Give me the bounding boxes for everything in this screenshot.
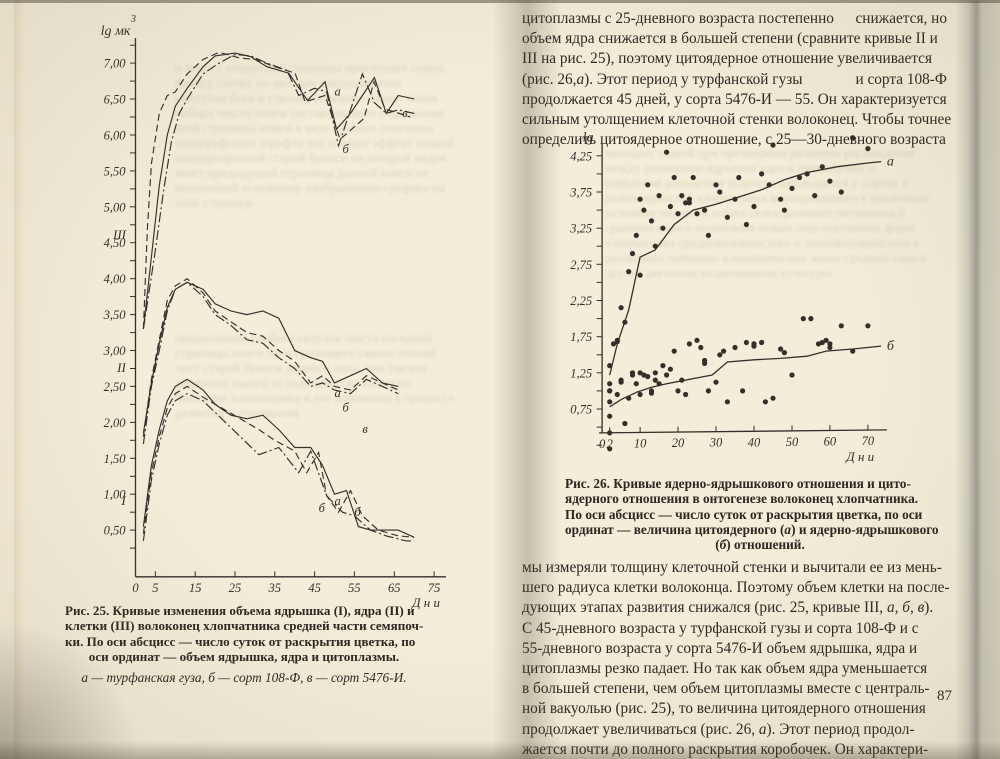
svg-text:а: а <box>887 155 894 170</box>
svg-text:Д н и: Д н и <box>844 449 874 464</box>
svg-text:1,75: 1,75 <box>570 330 592 344</box>
svg-text:2,75: 2,75 <box>570 258 592 272</box>
svg-text:10: 10 <box>634 437 647 451</box>
svg-text:0: 0 <box>599 437 606 451</box>
svg-text:30: 30 <box>709 436 723 450</box>
svg-text:70: 70 <box>862 434 875 448</box>
svg-text:3,25: 3,25 <box>569 222 592 236</box>
svg-text:60: 60 <box>824 435 837 449</box>
svg-text:40: 40 <box>748 435 761 449</box>
svg-text:1,25: 1,25 <box>570 366 592 380</box>
svg-text:0,75: 0,75 <box>570 403 592 417</box>
svg-text:20: 20 <box>672 436 685 450</box>
svg-text:б: б <box>887 339 895 354</box>
svg-text:3,75: 3,75 <box>569 186 592 200</box>
svg-text:4,25: 4,25 <box>570 149 592 163</box>
svg-text:2,25: 2,25 <box>570 294 592 308</box>
svg-text:50: 50 <box>786 435 799 449</box>
